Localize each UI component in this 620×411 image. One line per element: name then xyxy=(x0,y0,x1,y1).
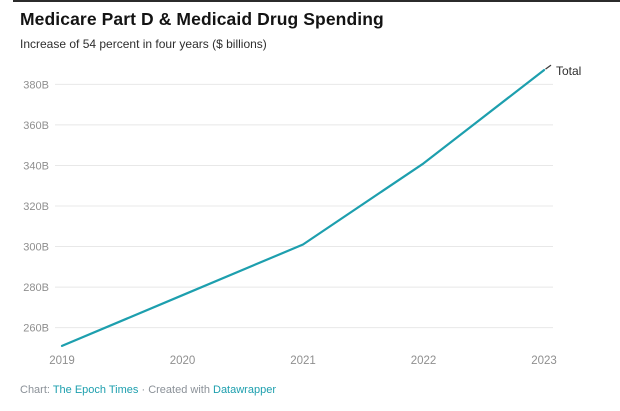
y-tick-label: 380B xyxy=(23,79,49,91)
footer-created-with: Created with xyxy=(148,384,213,396)
footer-chart-label: Chart: xyxy=(20,384,53,396)
series-end-label: Total xyxy=(556,64,581,78)
source-link[interactable]: The Epoch Times xyxy=(52,384,139,396)
x-tick-label: 2020 xyxy=(170,355,196,367)
datawrapper-link[interactable]: Datawrapper xyxy=(213,384,276,396)
y-tick-label: 280B xyxy=(23,282,49,294)
x-tick-label: 2021 xyxy=(290,355,316,367)
line-chart: 260B 280B 300B 320B 340B 360B 380B 2019 2020 2021… xyxy=(23,64,581,367)
y-tick-label: 320B xyxy=(23,201,49,213)
chart-subtitle: Increase of 54 percent in four years ($ … xyxy=(20,37,267,51)
y-tick-label: 360B xyxy=(23,120,49,132)
x-tick-label: 2022 xyxy=(411,355,437,367)
y-tick-label: 340B xyxy=(23,160,49,172)
top-border-line xyxy=(13,0,620,2)
chart-title: Medicare Part D & Medicaid Drug Spending xyxy=(20,9,384,29)
y-tick-label: 260B xyxy=(23,323,49,335)
y-tick-label: 300B xyxy=(23,242,49,254)
x-tick-label: 2019 xyxy=(49,355,75,367)
attribution-footer: Chart: The Epoch Times · Created with Da… xyxy=(20,384,276,396)
label-connector-line xyxy=(545,64,552,70)
total-series-line[interactable] xyxy=(60,68,546,347)
x-tick-label: 2023 xyxy=(531,355,557,367)
footer-separator: · xyxy=(138,384,149,396)
